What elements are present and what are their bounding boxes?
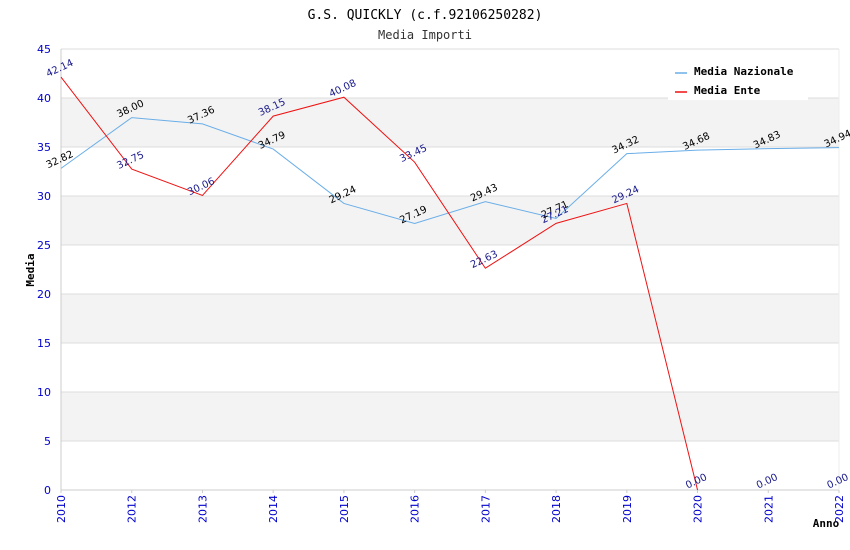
- x-tick-2014: 2014: [267, 495, 280, 523]
- x-tick-labels: 2010 2012 2013 2014 2015 2016 2017 2018 2019 2020…: [55, 490, 846, 523]
- legend-label-media-ente: Media Ente: [694, 84, 761, 97]
- y-tick-labels: 0 5 10 15 20 25 30 35 40 45: [37, 43, 51, 497]
- y-tick-25: 25: [37, 239, 51, 252]
- y-tick-5: 5: [44, 435, 51, 448]
- y-tick-30: 30: [37, 190, 51, 203]
- y-tick-45: 45: [37, 43, 51, 56]
- band-0-5: [61, 441, 839, 490]
- y-tick-15: 15: [37, 337, 51, 350]
- band-15-20: [61, 294, 839, 343]
- band-20-25: [61, 245, 839, 294]
- y-tick-20: 20: [37, 288, 51, 301]
- x-tick-2010: 2010: [55, 495, 68, 523]
- background-bands: [61, 49, 839, 490]
- legend-box: [668, 60, 808, 100]
- legend-label-media-nazionale: Media Nazionale: [694, 65, 794, 78]
- x-tick-2012: 2012: [126, 495, 139, 523]
- y-tick-40: 40: [37, 92, 51, 105]
- chart-title: G.S. QUICKLY (c.f.92106250282): [308, 8, 543, 23]
- y-tick-35: 35: [37, 141, 51, 154]
- x-tick-2021: 2021: [762, 495, 775, 523]
- x-tick-2016: 2016: [409, 495, 422, 523]
- legend: Media Nazionale Media Ente: [668, 60, 808, 100]
- y-tick-0: 0: [44, 484, 51, 497]
- series-lines: [60, 76, 840, 491]
- series-line-media-nazionale: [60, 117, 840, 225]
- x-tick-2013: 2013: [196, 495, 209, 523]
- x-tick-2015: 2015: [338, 495, 351, 523]
- y-tick-10: 10: [37, 386, 51, 399]
- x-tick-2020: 2020: [692, 495, 705, 523]
- y-axis-label: Media: [24, 253, 37, 286]
- band-5-10: [61, 392, 839, 441]
- gridlines: [61, 48, 839, 491]
- band-10-15: [61, 343, 839, 392]
- x-tick-2019: 2019: [621, 495, 634, 523]
- x-axis-label: Anno: [813, 517, 840, 530]
- axes: [60, 49, 840, 491]
- series-line-media-ente: [60, 76, 699, 491]
- x-tick-2018: 2018: [550, 495, 563, 523]
- band-35-40: [61, 98, 839, 147]
- band-30-35: [61, 147, 839, 196]
- x-tick-2017: 2017: [479, 495, 492, 523]
- band-25-30: [61, 196, 839, 245]
- x-tick-2022: 2022: [833, 495, 846, 523]
- chart-subtitle: Media Importi: [378, 28, 472, 42]
